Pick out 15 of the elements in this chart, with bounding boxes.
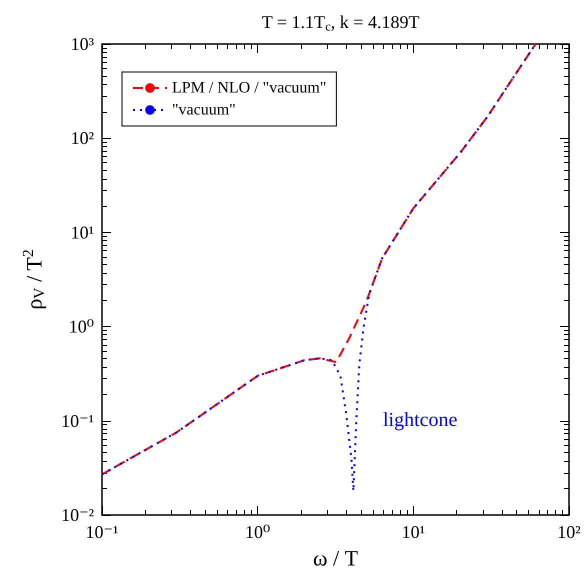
x-tick-label: 10⁰ <box>245 522 270 542</box>
x-tick-label: 10⁻¹ <box>86 522 118 542</box>
y-tick-label: 10⁰ <box>68 316 94 337</box>
y-tick-label: 10³ <box>70 34 95 54</box>
legend-label: LPM / NLO / "vacuum" <box>172 80 326 96</box>
x-axis-title: ω / T <box>312 546 359 570</box>
annotation: lightcone <box>383 409 458 431</box>
x-tick-label: 10¹ <box>402 522 426 542</box>
y-tick-label: 10⁻² <box>61 505 94 525</box>
x-tick-label: 10² <box>557 522 581 542</box>
legend-label: "vacuum" <box>172 102 236 118</box>
y-tick-label: 10² <box>70 128 94 148</box>
y-tick-label: 10⁻¹ <box>61 410 94 431</box>
y-axis-title: ρV / T2 <box>20 249 48 310</box>
y-tick-label: 10¹ <box>70 222 94 242</box>
